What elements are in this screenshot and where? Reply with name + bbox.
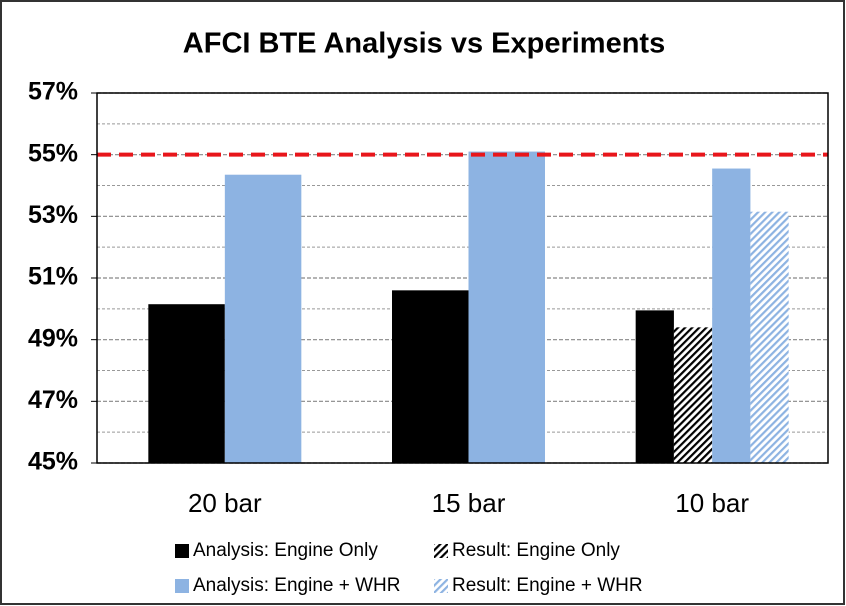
x-tick-label: 15 bar bbox=[432, 488, 506, 518]
plot-border bbox=[96, 92, 829, 464]
legend-swatch bbox=[175, 579, 189, 593]
bar bbox=[468, 151, 545, 464]
legend-swatch bbox=[175, 544, 189, 558]
y-tick-label: 49% bbox=[28, 324, 78, 352]
legend-label: Analysis: Engine + WHR bbox=[193, 575, 401, 596]
bar bbox=[392, 290, 469, 463]
y-tick-label: 45% bbox=[28, 448, 78, 476]
bar bbox=[224, 174, 302, 464]
legend-swatch bbox=[434, 544, 448, 558]
legend-label: Analysis: Engine Only bbox=[193, 540, 378, 561]
legend-swatch bbox=[434, 579, 448, 593]
bar bbox=[750, 211, 789, 463]
y-tick-label: 53% bbox=[28, 201, 78, 229]
bar bbox=[148, 304, 225, 463]
y-tick-label: 55% bbox=[28, 139, 78, 167]
bar bbox=[635, 310, 674, 463]
legend-label: Result: Engine + WHR bbox=[452, 575, 643, 596]
y-tick-label: 51% bbox=[28, 263, 78, 291]
bar bbox=[712, 168, 751, 463]
bar bbox=[673, 327, 713, 463]
chart-title: AFCI BTE Analysis vs Experiments bbox=[183, 28, 665, 60]
x-tick-label: 10 bar bbox=[675, 488, 749, 518]
y-tick-label: 47% bbox=[28, 386, 78, 414]
y-tick-label: 57% bbox=[28, 78, 78, 106]
x-tick-label: 20 bar bbox=[188, 488, 262, 518]
legend-label: Result: Engine Only bbox=[452, 540, 620, 561]
